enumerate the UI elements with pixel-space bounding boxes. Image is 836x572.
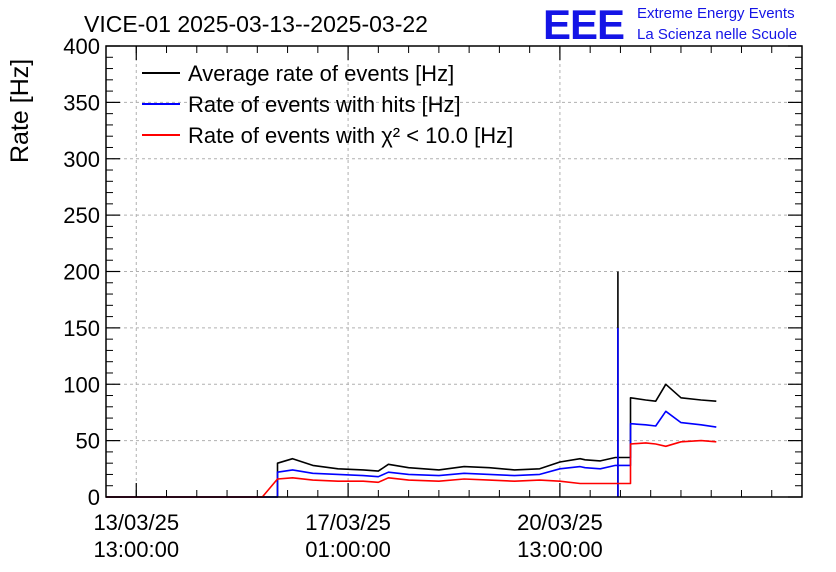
series-line-2 <box>106 439 717 498</box>
axis-ticks: 05010015020025030035040013/03/2513:00:00… <box>63 34 802 562</box>
x-tick-label-date: 20/03/25 <box>517 510 603 535</box>
legend: Average rate of events [Hz] Rate of event… <box>142 61 513 148</box>
x-tick-label-date: 17/03/25 <box>305 510 391 535</box>
y-tick-label: 250 <box>63 203 100 228</box>
eee-logo: EEE Extreme Energy Events La Scienza nel… <box>543 1 797 48</box>
y-tick-label: 200 <box>63 260 100 285</box>
logo-mark: EEE <box>543 1 624 48</box>
series-line-1 <box>106 410 717 498</box>
grid <box>106 46 802 497</box>
y-tick-label: 150 <box>63 316 100 341</box>
chart-title: VICE-01 2025-03-13--2025-03-22 <box>84 11 428 37</box>
x-tick-label-date: 13/03/25 <box>93 510 179 535</box>
legend-label-1: Rate of events with hits [Hz] <box>188 92 461 117</box>
y-tick-label: 0 <box>88 485 100 510</box>
y-tick-label: 300 <box>63 147 100 172</box>
y-tick-label: 50 <box>76 429 100 454</box>
x-tick-label-time: 01:00:00 <box>305 537 391 562</box>
logo-line-1: Extreme Energy Events <box>637 5 795 22</box>
x-tick-label-time: 13:00:00 <box>517 537 603 562</box>
series-layer <box>106 271 717 498</box>
legend-label-0: Average rate of events [Hz] <box>188 61 454 86</box>
logo-line-2: La Scienza nelle Scuole <box>637 26 797 43</box>
legend-label-2: Rate of events with χ² < 10.0 [Hz] <box>188 123 513 148</box>
x-tick-label-time: 13:00:00 <box>93 537 179 562</box>
y-tick-label: 100 <box>63 372 100 397</box>
y-tick-label: 400 <box>63 34 100 59</box>
y-tick-label: 350 <box>63 90 100 115</box>
y-axis-label: Rate [Hz] <box>6 59 34 163</box>
